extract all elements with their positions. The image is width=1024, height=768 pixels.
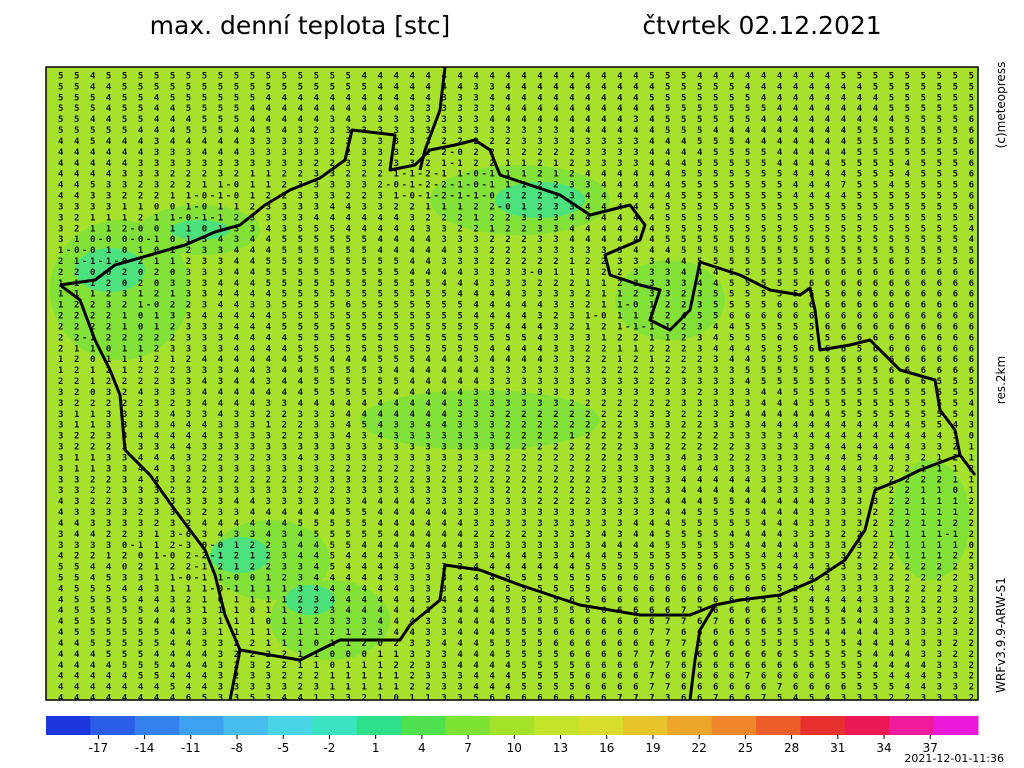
colorbar-tick-label: 16 — [599, 741, 614, 755]
colorbar-tick-label: 13 — [553, 741, 568, 755]
colorbar-swatch — [401, 716, 446, 735]
colorbar-tick-label: 19 — [645, 741, 660, 755]
colorbar-tick-label: -8 — [231, 741, 243, 755]
colorbar-tick-label: 7 — [464, 741, 472, 755]
colorbar-swatch — [800, 716, 846, 735]
colorbar-swatch — [889, 716, 935, 735]
colorbar-swatch — [622, 716, 668, 735]
colorbar-swatch — [179, 716, 225, 735]
colorbar-tick-label: -17 — [89, 741, 109, 755]
colorbar-swatch — [267, 716, 313, 735]
map-area: 5 5 4 5 5 5 5 5 5 5 5 5 5 5 5 5 5 5 5 4 … — [45, 66, 979, 704]
colorbar-tick-label: 1 — [372, 741, 380, 755]
colorbar-swatch — [90, 716, 136, 735]
resolution-label: res.2km — [994, 356, 1008, 404]
model-label: WRFv3.9.9-ARW-S1 — [994, 577, 1008, 693]
colorbar-tick-label: -14 — [135, 741, 155, 755]
copyright-label: (c)meteopress — [994, 62, 1008, 149]
colorbar-swatch — [223, 716, 269, 735]
colorbar-tick-label: 34 — [876, 741, 891, 755]
colorbar-tick-label: 31 — [830, 741, 845, 755]
colorbar-tick-label: 28 — [784, 741, 799, 755]
colorbar-swatch — [578, 716, 624, 735]
colorbar-tick-label: 22 — [692, 741, 707, 755]
colorbar-tick-label: -5 — [277, 741, 289, 755]
colorbar: -17 -14 -11 -8 -5 -2 1 4 7 10 13 16 19 22 25 28 31 34 37 — [46, 716, 979, 755]
map-frame — [45, 66, 979, 701]
colorbar-swatch — [667, 716, 713, 735]
colorbar-tick-label: 37 — [923, 741, 938, 755]
cold-zones — [50, 165, 970, 660]
colorbar-swatch — [534, 716, 580, 735]
colorbar-tick-label: -2 — [323, 741, 335, 755]
colorbar-swatch — [134, 716, 180, 735]
colorbar-tick-label: 4 — [418, 741, 426, 755]
map-title: max. denní teplota [stc] — [150, 11, 451, 40]
colorbar-tick-label: -11 — [181, 741, 201, 755]
colorbar-swatch — [356, 716, 402, 735]
colorbar-swatch — [711, 716, 757, 735]
colorbar-swatch — [445, 716, 491, 735]
colorbar-swatch — [46, 716, 91, 735]
timestamp: 2021-12-01-11:36 — [904, 752, 1004, 765]
colorbar-swatch — [489, 716, 535, 735]
colorbar-swatch — [312, 716, 358, 735]
border-lines — [59, 66, 977, 701]
colorbar-swatch — [756, 716, 801, 735]
map-date: čtvrtek 02.12.2021 — [642, 11, 881, 40]
colorbar-swatch — [933, 716, 979, 735]
colorbar-swatch — [844, 716, 890, 735]
colorbar-tick-label: 10 — [507, 741, 522, 755]
colorbar-tick-label: 25 — [738, 741, 753, 755]
